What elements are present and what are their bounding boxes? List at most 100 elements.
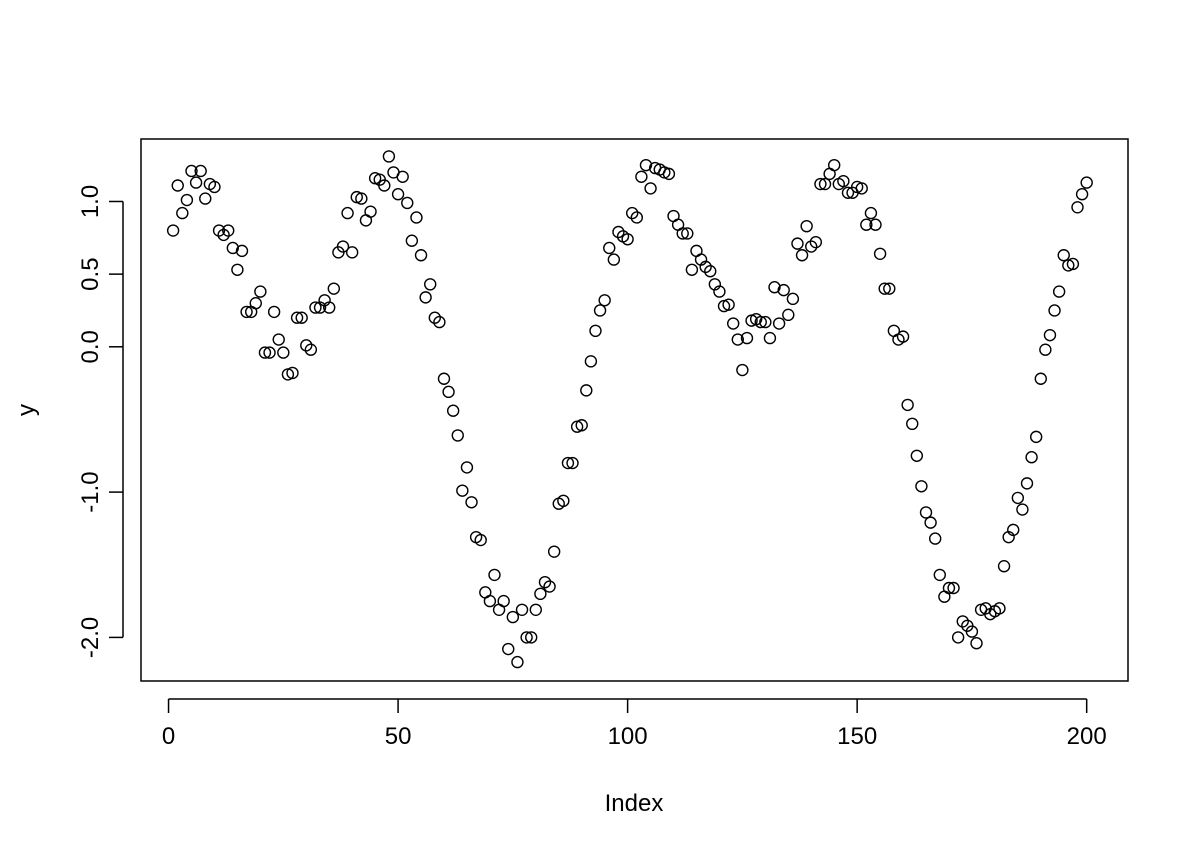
data-point bbox=[993, 602, 1006, 615]
data-point bbox=[1007, 523, 1020, 537]
y-tick-label: 0.5 bbox=[77, 257, 104, 290]
data-point bbox=[396, 170, 409, 183]
data-point bbox=[442, 385, 455, 399]
data-point bbox=[180, 193, 194, 207]
data-point bbox=[639, 158, 653, 172]
data-point bbox=[951, 631, 965, 644]
y-tick-label: -1.0 bbox=[77, 471, 104, 512]
data-point bbox=[1052, 285, 1066, 298]
data-point bbox=[538, 575, 552, 589]
data-point bbox=[474, 533, 487, 547]
data-point bbox=[901, 398, 914, 412]
data-point bbox=[965, 625, 979, 638]
y-axis-label: y bbox=[13, 404, 40, 416]
data-point bbox=[759, 315, 772, 329]
data-point bbox=[208, 180, 221, 194]
data-point bbox=[185, 164, 198, 178]
data-point bbox=[795, 249, 809, 262]
data-point bbox=[699, 260, 712, 274]
data-point bbox=[626, 206, 639, 220]
data-point bbox=[502, 642, 515, 656]
data-point bbox=[1043, 328, 1057, 342]
data-point bbox=[506, 610, 520, 624]
y-tick-label: -2.0 bbox=[77, 617, 104, 658]
x-axis-label: Index bbox=[605, 790, 664, 817]
data-point bbox=[589, 324, 602, 338]
data-point bbox=[410, 211, 423, 224]
data-point bbox=[768, 281, 781, 294]
data-point bbox=[290, 311, 304, 324]
data-point bbox=[685, 263, 699, 276]
data-point bbox=[607, 253, 621, 266]
data-point bbox=[336, 240, 350, 253]
data-point bbox=[924, 516, 937, 529]
data-point bbox=[970, 637, 983, 650]
data-point bbox=[621, 233, 634, 246]
y-tick-label: 1.0 bbox=[77, 185, 104, 218]
data-point bbox=[809, 235, 823, 249]
data-point bbox=[1025, 451, 1038, 464]
data-point bbox=[378, 179, 391, 192]
data-point bbox=[800, 219, 813, 233]
data-point bbox=[906, 417, 919, 431]
data-point bbox=[928, 532, 942, 545]
data-point bbox=[304, 343, 318, 356]
data-point bbox=[364, 205, 377, 218]
data-point bbox=[883, 282, 896, 295]
data-point bbox=[947, 581, 960, 595]
data-point bbox=[837, 174, 850, 188]
data-point bbox=[956, 615, 969, 628]
data-point bbox=[1011, 491, 1025, 505]
data-point bbox=[827, 158, 841, 172]
data-point bbox=[864, 206, 878, 220]
data-point bbox=[295, 311, 308, 324]
data-point bbox=[437, 372, 451, 385]
data-point bbox=[414, 249, 428, 262]
data-point bbox=[534, 587, 547, 601]
data-point bbox=[860, 218, 873, 231]
data-point bbox=[345, 246, 359, 259]
data-point bbox=[166, 224, 180, 237]
x-tick-label: 50 bbox=[385, 723, 412, 750]
data-point bbox=[419, 291, 432, 304]
data-point bbox=[580, 384, 593, 397]
data-point bbox=[515, 603, 529, 616]
data-point bbox=[593, 304, 607, 317]
data-point bbox=[483, 594, 497, 608]
data-point bbox=[525, 631, 538, 644]
data-point bbox=[254, 285, 267, 298]
data-point bbox=[543, 580, 556, 593]
data-point bbox=[460, 461, 474, 474]
data-point bbox=[520, 631, 533, 644]
data-point bbox=[754, 315, 767, 329]
data-point bbox=[212, 224, 226, 237]
data-point bbox=[456, 484, 469, 497]
data-point bbox=[919, 506, 933, 519]
data-point bbox=[575, 419, 588, 432]
data-point bbox=[635, 170, 648, 183]
data-point bbox=[1020, 477, 1034, 490]
data-point bbox=[341, 206, 354, 220]
data-point bbox=[997, 560, 1011, 573]
data-point bbox=[382, 150, 396, 163]
data-point bbox=[391, 188, 405, 201]
data-point bbox=[286, 366, 299, 380]
data-point bbox=[814, 177, 827, 191]
x-axis: 0 50 100 150 200 bbox=[162, 698, 1107, 750]
data-point bbox=[529, 603, 542, 616]
data-point bbox=[782, 308, 795, 322]
data-point bbox=[222, 224, 235, 237]
data-point bbox=[676, 227, 689, 240]
data-point bbox=[557, 494, 570, 508]
data-point bbox=[511, 655, 524, 669]
data-point bbox=[194, 164, 207, 178]
data-point bbox=[428, 311, 442, 324]
data-points bbox=[166, 150, 1093, 669]
data-point bbox=[1071, 201, 1084, 214]
x-tick-label: 0 bbox=[162, 723, 175, 750]
data-point bbox=[713, 285, 726, 298]
data-point bbox=[189, 176, 203, 189]
data-point bbox=[584, 355, 598, 368]
